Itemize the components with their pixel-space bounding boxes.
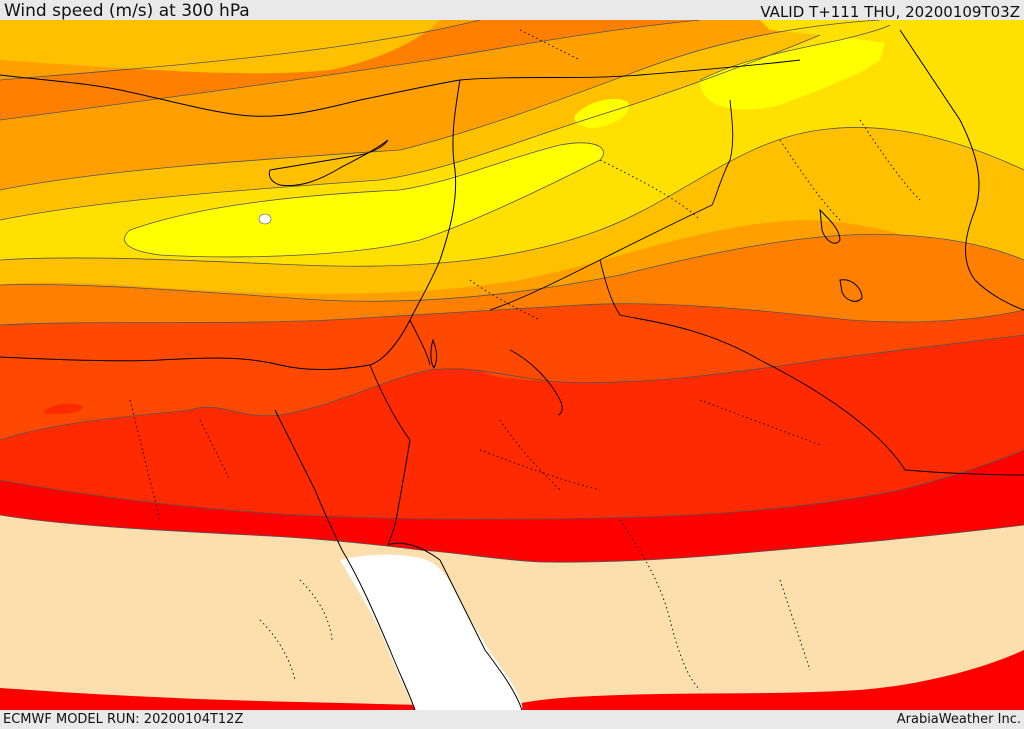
valid-time: VALID T+111 THU, 20200109T03Z (760, 3, 1020, 21)
footer-bar: ECMWF MODEL RUN: 20200104T12Z ArabiaWeat… (0, 710, 1024, 729)
wind-speed-map (0, 20, 1024, 710)
contour-lines (0, 20, 1024, 563)
small-orange-patch (44, 403, 83, 414)
band-yellow-ne2 (760, 20, 1024, 80)
coastlines (0, 29, 1024, 710)
band-yellow-bright-small (574, 98, 629, 128)
country-borders (369, 59, 1024, 476)
admin-borders (129, 29, 921, 691)
band-yellow-bright-ne (700, 25, 890, 110)
band-low-south (0, 515, 1024, 710)
band-red-bottom-right (520, 670, 1024, 710)
band-yelloworange-top (0, 20, 440, 74)
map-title: Wind speed (m/s) at 300 hPa (4, 1, 250, 21)
red-sea-calm (340, 554, 523, 710)
credit-label: ArabiaWeather Inc. (896, 712, 1021, 727)
model-run-label: ECMWF MODEL RUN: 20200104T12Z (3, 712, 244, 727)
calm-spot (258, 213, 272, 225)
header-bar: Wind speed (m/s) at 300 hPa VALID T+111 … (0, 0, 1024, 21)
map-canvas (0, 20, 1024, 710)
band-yellow-bright (124, 142, 604, 257)
band-red-bottom (0, 688, 520, 710)
